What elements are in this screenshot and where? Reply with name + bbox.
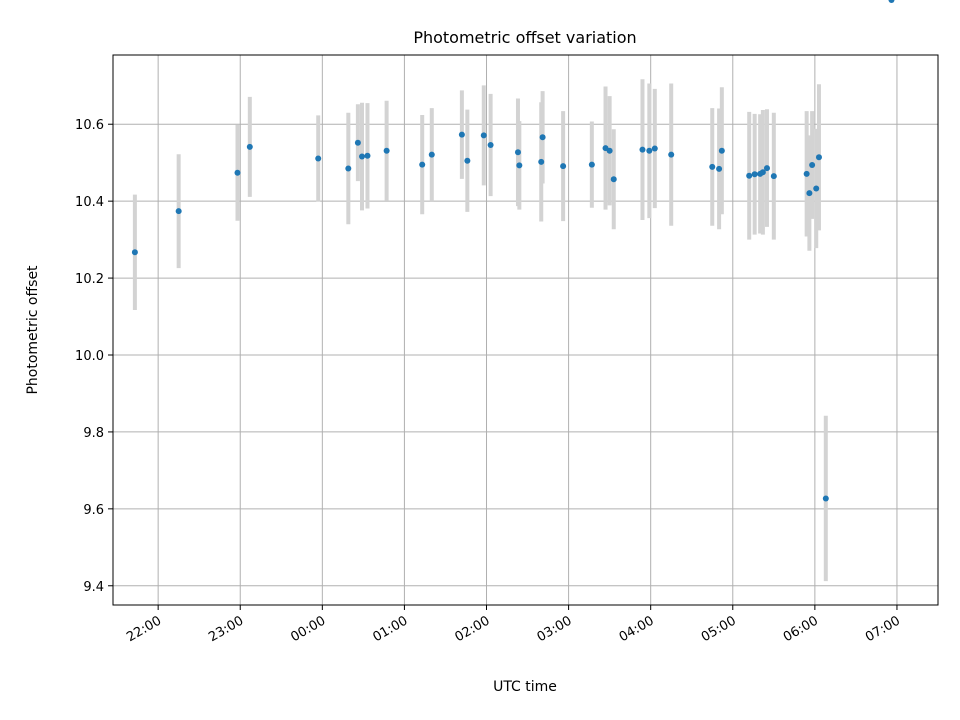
data-point	[234, 169, 241, 176]
data-point	[464, 157, 471, 164]
y-axis-ticks: 9.4 9.6 9.8 10.0 10.2 10.4 10.6	[75, 118, 113, 595]
plot-frame	[112, 54, 939, 606]
data-point	[815, 154, 822, 161]
data-point	[419, 161, 426, 168]
data-point	[315, 155, 322, 162]
data-points	[131, 0, 895, 502]
y-axis-label: Photometric offset	[25, 265, 41, 395]
grid	[113, 55, 938, 605]
data-point	[763, 165, 770, 172]
data-point	[803, 170, 810, 177]
data-point	[345, 165, 352, 172]
data-point	[588, 161, 595, 168]
y-tick-label: 10.2	[75, 272, 104, 287]
data-point	[246, 143, 253, 150]
data-point	[539, 134, 546, 141]
data-point	[716, 165, 723, 172]
y-tick-label: 10.6	[75, 118, 104, 133]
data-point	[514, 149, 521, 156]
data-point	[809, 162, 816, 168]
data-point	[364, 152, 371, 159]
data-point	[487, 142, 494, 148]
y-tick-label: 9.4	[83, 580, 104, 595]
data-point	[428, 151, 435, 158]
y-tick-label: 10.0	[75, 349, 104, 364]
data-point	[646, 147, 653, 154]
data-point	[560, 163, 567, 170]
data-point	[175, 208, 182, 215]
data-point	[718, 147, 725, 154]
x-axis-label: UTC time	[493, 679, 557, 695]
data-point	[709, 163, 716, 170]
data-point	[813, 185, 820, 192]
chart-title: Photometric offset variation	[413, 28, 636, 47]
data-point	[751, 171, 758, 178]
data-point	[806, 190, 813, 197]
data-point	[759, 169, 766, 176]
data-point	[668, 151, 675, 158]
y-tick-label: 9.6	[83, 503, 104, 518]
data-point	[480, 132, 487, 139]
data-point	[610, 176, 617, 183]
data-point	[822, 495, 829, 502]
data-point	[606, 147, 613, 154]
data-point	[458, 131, 465, 138]
data-point	[639, 146, 646, 153]
data-point	[131, 249, 138, 256]
data-point	[888, 0, 895, 3]
data-point	[359, 153, 366, 160]
data-point	[651, 145, 658, 152]
data-point	[354, 139, 361, 146]
data-point	[770, 173, 777, 180]
data-point	[538, 158, 545, 165]
data-point	[746, 172, 753, 179]
y-tick-label: 9.8	[83, 426, 104, 441]
y-tick-label: 10.4	[75, 195, 104, 210]
data-point	[383, 147, 390, 154]
data-point	[516, 162, 523, 169]
